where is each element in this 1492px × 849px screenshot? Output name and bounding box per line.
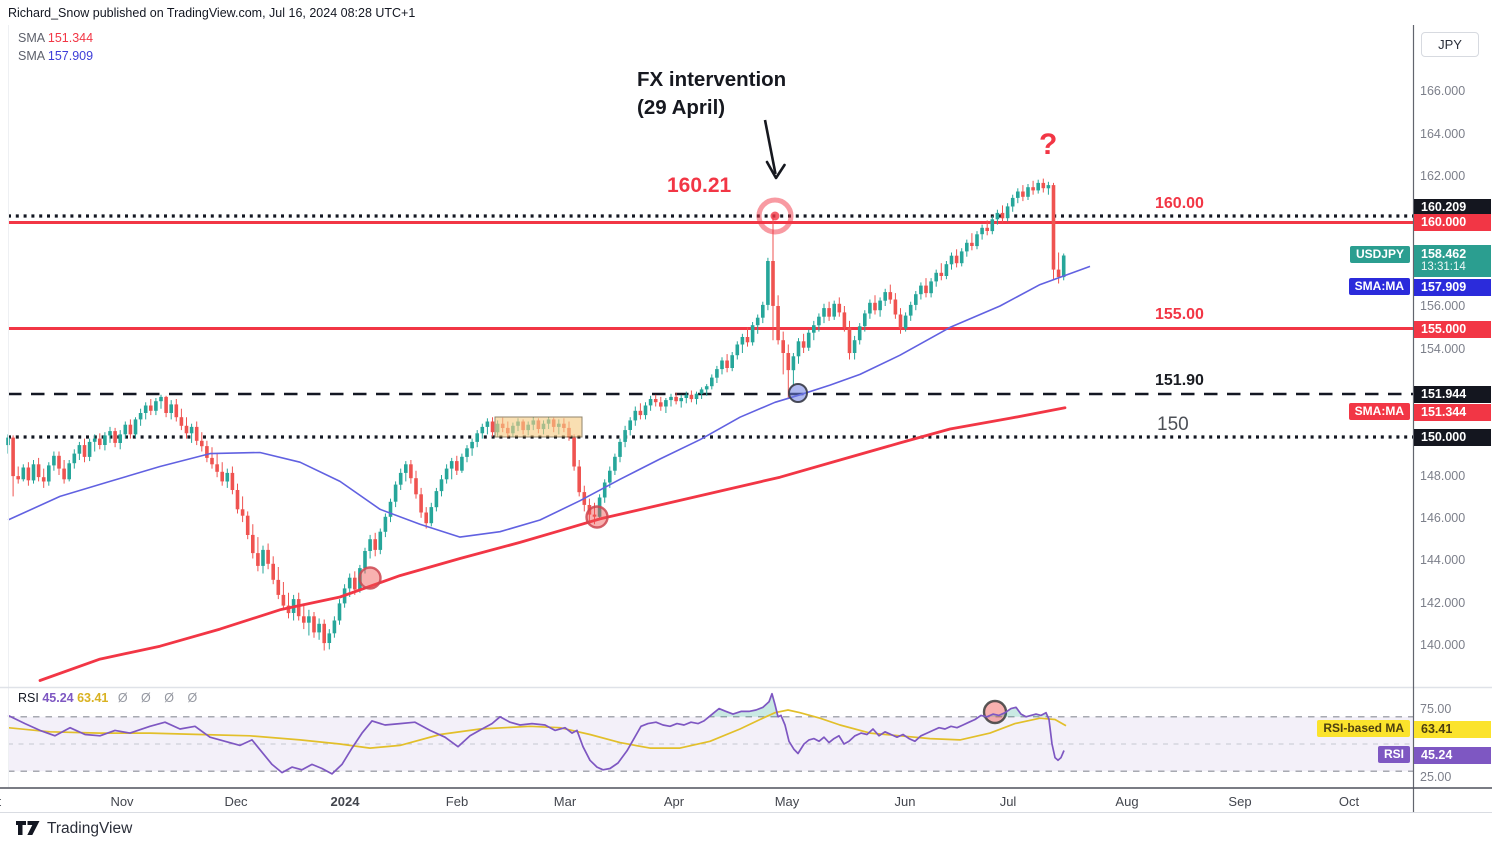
price-tick-162.000: 162.000 (1420, 169, 1466, 183)
month-label-apr-6: Apr (663, 794, 685, 809)
countdown-timer: 13:31:14 (1421, 260, 1466, 273)
rsi-overbought-fill (979, 707, 1048, 717)
month-label-aug-10: Aug (1115, 794, 1139, 809)
price-badge-160.000: 160.000 (1414, 213, 1491, 231)
floating-label-sma:ma-1: SMA:MA (1348, 278, 1410, 295)
rsi-overbought-fill (709, 693, 782, 717)
rsi-ma-line (7, 709, 1067, 749)
price-badge-158.462: 158.462 13:31:14 (1414, 245, 1491, 277)
price-badge-155.000: 155.000 (1414, 320, 1491, 338)
sma-fast-value: 157.909 (47, 49, 94, 63)
fx-annotation-line1: FX intervention (637, 68, 787, 91)
legend-sma-fast[interactable]: SMA 157.909 (18, 49, 93, 63)
fx-annotation-line2: (29 April) (637, 96, 726, 119)
month-label-oct-0: Oct (0, 794, 1, 809)
rsi-legend[interactable]: RSI 45.24 63.41 Ø Ø Ø Ø (18, 691, 202, 705)
marker-sma-touch-1 (585, 505, 609, 529)
price-tick-148.000: 148.000 (1420, 469, 1466, 483)
rsi-ma-value: 63.41 (77, 691, 109, 705)
floating-label-usdjpy-0: USDJPY (1349, 246, 1410, 263)
rsi-floating-label-rsi-based ma: RSI-based MA (1317, 720, 1410, 737)
price-tick-154.000: 154.000 (1420, 342, 1466, 356)
question-mark-annotation: ? (1039, 128, 1058, 161)
currency-unit-button[interactable]: JPY (1421, 32, 1479, 57)
spike-price-label: 160.21 (667, 174, 732, 197)
marker-sma-touch-0 (358, 566, 382, 590)
month-label-jul-9: Jul (999, 794, 1017, 809)
legend-sma-slow[interactable]: SMA 151.344 (18, 31, 93, 45)
rsi-empty-params: Ø Ø Ø Ø (117, 691, 203, 705)
level-label-155: 155.00 (1155, 306, 1204, 323)
annotation-arrow-shaft (763, 119, 777, 175)
tradingview-logo-text: TradingView (47, 820, 133, 837)
sma-slow-label: SMA (18, 31, 45, 45)
month-label-jun-8: Jun (894, 794, 916, 809)
sma-slow-value: 151.344 (47, 31, 94, 45)
rsi-tick-25.00: 25.00 (1420, 770, 1452, 784)
price-badge-151.344: 151.344 (1414, 403, 1491, 421)
level-label-150: 150 (1157, 414, 1189, 435)
price-tick-142.000: 142.000 (1420, 596, 1466, 610)
month-label-2024-3: 2024 (330, 794, 360, 809)
month-label-nov-1: Nov (110, 794, 134, 809)
intervention-spike-dot (770, 211, 780, 221)
publish-attribution: Richard_Snow published on TradingView.co… (8, 6, 416, 20)
price-tick-144.000: 144.000 (1420, 553, 1466, 567)
fx-intervention-annotation: FX intervention (29 April) (637, 66, 786, 122)
marker-rsi-overbought-3 (982, 699, 1008, 725)
price-badge-160.209: 160.209 (1414, 198, 1491, 216)
price-badge-150.000: 150.000 (1414, 428, 1491, 446)
sma-fast-line (7, 265, 1091, 538)
rsi-tick-75.00: 75.00 (1420, 702, 1452, 716)
rsi-line (7, 692, 1065, 775)
price-tick-140.000: 140.000 (1420, 638, 1466, 652)
floating-label-sma:ma-2: SMA:MA (1348, 403, 1410, 420)
marker-ma-cross-2 (788, 383, 808, 403)
month-label-feb-4: Feb (445, 794, 469, 809)
month-label-mar-5: Mar (553, 794, 577, 809)
rsi-badge-45.24: 45.24 (1414, 746, 1491, 764)
tradingview-logo[interactable]: TradingView (16, 820, 132, 838)
level-label-151-90: 151.90 (1155, 372, 1204, 389)
candles-layer (6, 178, 1066, 651)
price-tick-156.000: 156.000 (1420, 299, 1466, 313)
sma-slow-line (38, 406, 1067, 682)
price-badge-157.909: 157.909 (1414, 278, 1491, 296)
price-badge-151.944: 151.944 (1414, 385, 1491, 403)
price-tick-166.000: 166.000 (1420, 84, 1466, 98)
month-label-dec-2: Dec (224, 794, 248, 809)
month-label-oct-12: Oct (1338, 794, 1360, 809)
month-label-may-7: May (774, 794, 800, 809)
rsi-badge-63.41: 63.41 (1414, 720, 1491, 738)
rsi-floating-label-rsi: RSI (1377, 746, 1410, 763)
rsi-label: RSI (18, 691, 39, 705)
tradingview-logo-icon (16, 820, 40, 835)
annotation-arrow-head (765, 160, 786, 180)
level-label-160: 160.00 (1155, 195, 1204, 212)
intervention-spike-circle (756, 197, 794, 235)
price-tick-146.000: 146.000 (1420, 511, 1466, 525)
month-label-sep-11: Sep (1228, 794, 1252, 809)
consolidation-box (494, 416, 583, 438)
price-tick-164.000: 164.000 (1420, 127, 1466, 141)
time-axis[interactable]: Oct Nov Dec 2024 Feb Mar Apr May Jun Jul Aug Sep Oct (0, 794, 1413, 812)
sma-fast-label: SMA (18, 49, 45, 63)
rsi-value: 45.24 (42, 691, 74, 705)
